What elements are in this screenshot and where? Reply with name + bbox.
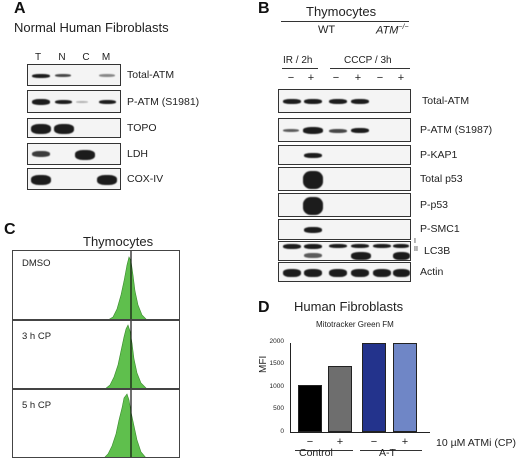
- lc3b-form-markers: I II: [414, 238, 418, 254]
- sign-b-5: −: [376, 72, 384, 84]
- row-label-b-p-p53: P-p53: [420, 199, 449, 211]
- sign-d-2: +: [336, 436, 344, 448]
- blot-b-total-atm: [278, 89, 411, 113]
- cccp-label: CCCP / 3h: [344, 55, 392, 66]
- panel-a-title: Normal Human Fibroblasts: [14, 20, 169, 35]
- blot-a-topo: [27, 118, 121, 138]
- panel-a-letter: A: [14, 0, 26, 17]
- histogram-5h-cp-plot: [104, 390, 146, 457]
- chart-title: Mitotracker Green FM: [316, 320, 394, 329]
- y-tick-1500: 1500: [269, 360, 284, 367]
- row-label-b-lc3b: LC3B: [424, 245, 451, 257]
- ir-label: IR / 2h: [283, 55, 313, 66]
- blot-a-cox-iv: [27, 168, 121, 190]
- row-label-b-actin: Actin: [420, 266, 444, 278]
- histogram-5h-cp: 5 h CP: [12, 389, 180, 458]
- bar-control-minus: [298, 385, 322, 432]
- histogram-3h-cp: 3 h CP: [12, 320, 180, 389]
- condition-label-dmso: DMSO: [22, 258, 51, 269]
- sign-b-2: +: [307, 72, 315, 84]
- bar-at-plus: [393, 343, 417, 432]
- sign-b-4: +: [354, 72, 362, 84]
- row-label-b-total-p53: Total p53: [420, 173, 463, 185]
- blot-b-actin: [278, 262, 411, 282]
- atm-knockout-label: ATM−/−: [376, 24, 409, 37]
- blot-a-p-atm: [27, 90, 121, 113]
- group-label-at: A-T: [379, 447, 396, 459]
- blot-b-p-smc1: [278, 219, 411, 240]
- group-bracket-at: [360, 450, 422, 451]
- ir-bracket: [282, 68, 318, 69]
- bar-control-plus: [328, 366, 352, 432]
- sign-d-4: +: [401, 436, 409, 448]
- histogram-dmso: DMSO: [12, 250, 180, 320]
- atm-bracket: [377, 21, 409, 22]
- panel-c-letter: C: [4, 221, 16, 238]
- sign-b-3: −: [332, 72, 340, 84]
- blot-b-lc3b: [278, 241, 411, 261]
- lane-label-t: T: [34, 52, 42, 63]
- y-tick-500: 500: [273, 405, 284, 412]
- bar-at-minus: [362, 343, 386, 432]
- blot-b-total-p53: [278, 167, 411, 191]
- row-label-b-total-atm: Total-ATM: [422, 95, 470, 107]
- wt-bracket: [281, 21, 377, 22]
- sign-b-6: +: [397, 72, 405, 84]
- cccp-bracket: [330, 68, 410, 69]
- sign-b-1: −: [287, 72, 295, 84]
- sign-d-3: −: [370, 436, 378, 448]
- treatment-label: 10 µM ATMi (CP): [436, 437, 516, 449]
- row-label-a-p-atm: P-ATM (S1981): [127, 96, 200, 108]
- condition-label-5h-cp: 5 h CP: [22, 400, 52, 411]
- row-label-a-cox-iv: COX-IV: [127, 173, 164, 185]
- blot-a-ldh: [27, 143, 121, 165]
- panel-d-title: Human Fibroblasts: [294, 299, 404, 314]
- panel-d-letter: D: [258, 299, 270, 316]
- panel-b-letter: B: [258, 0, 270, 17]
- condition-label-3h-cp: 3 h CP: [22, 331, 52, 342]
- group-bracket-control: [295, 450, 353, 451]
- row-label-a-ldh: LDH: [127, 148, 149, 160]
- y-axis-line: [290, 343, 291, 433]
- lc3b-form-ii: II: [414, 246, 418, 253]
- x-axis-line: [290, 432, 430, 433]
- row-label-b-p-smc1: P-SMC1: [420, 223, 460, 235]
- sign-d-1: −: [306, 436, 314, 448]
- wt-label: WT: [318, 24, 336, 36]
- histogram-3h-cp-plot: [105, 321, 147, 388]
- row-label-b-p-atm: P-ATM (S1987): [420, 124, 493, 136]
- y-tick-2000: 2000: [269, 338, 284, 345]
- lane-label-c: C: [82, 52, 90, 63]
- row-label-b-p-kap1: P-KAP1: [420, 149, 458, 161]
- lc3b-form-i: I: [414, 238, 416, 245]
- row-label-a-total-atm: Total-ATM: [127, 69, 175, 81]
- atm-gene-label: ATM: [376, 24, 399, 37]
- bar-chart: [290, 343, 430, 433]
- blot-b-p-atm: [278, 118, 411, 142]
- y-tick-1000: 1000: [269, 383, 284, 390]
- y-tick-0: 0: [280, 428, 284, 435]
- group-label-control: Control: [299, 447, 333, 459]
- panel-b-title: Thymocytes: [306, 4, 377, 19]
- blot-b-p-p53: [278, 193, 411, 217]
- histogram-dmso-plot: [109, 251, 147, 319]
- blot-a-total-atm: [27, 64, 121, 86]
- blot-b-p-kap1: [278, 145, 411, 165]
- lane-label-n: N: [58, 52, 66, 63]
- atm-superscript: −/−: [398, 24, 409, 31]
- panel-c-title: Thymocytes: [83, 234, 154, 249]
- row-label-a-topo: TOPO: [127, 122, 157, 134]
- lane-label-m: M: [101, 52, 111, 63]
